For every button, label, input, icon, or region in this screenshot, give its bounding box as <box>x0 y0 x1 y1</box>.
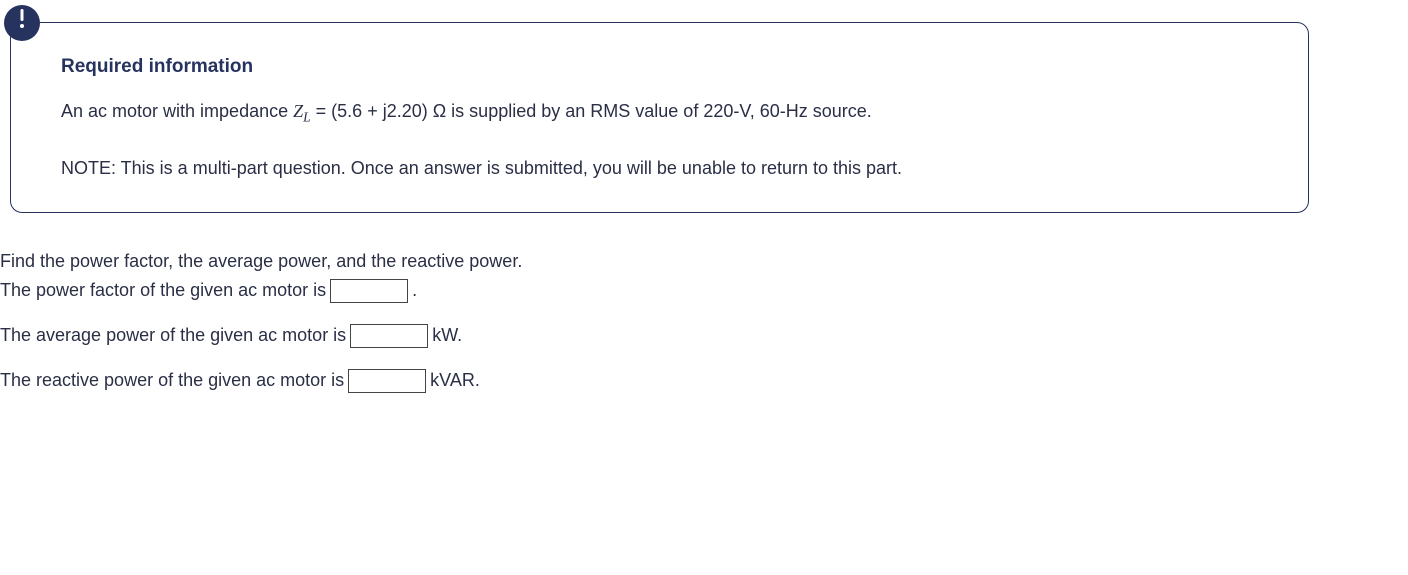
spacer <box>0 304 522 322</box>
pf-label-pre: The power factor of the given ac motor i… <box>0 277 326 304</box>
info-title: Required information <box>61 53 1263 82</box>
avg-power-unit: kW. <box>432 322 462 349</box>
power-factor-line: The power factor of the given ac motor i… <box>0 277 522 304</box>
reactive-power-line: The reactive power of the given ac motor… <box>0 367 522 394</box>
info-body: An ac motor with impedance ZL = (5.6 + j… <box>61 98 1263 128</box>
info-body-pre: An ac motor with impedance <box>61 101 293 121</box>
avg-power-line: The average power of the given ac motor … <box>0 322 522 349</box>
required-info-box: Required information An ac motor with im… <box>10 22 1309 213</box>
info-body-post: = (5.6 + j2.20) Ω is supplied by an RMS … <box>311 101 872 121</box>
reactive-power-label-pre: The reactive power of the given ac motor… <box>0 367 344 394</box>
question-instruction: Find the power factor, the average power… <box>0 248 522 275</box>
question-block: Find the power factor, the average power… <box>0 248 522 394</box>
pf-label-post: . <box>412 277 417 304</box>
impedance-symbol: Z <box>293 101 303 121</box>
exclamation-icon <box>19 9 25 37</box>
impedance-subscript: L <box>303 109 311 124</box>
reactive-power-input[interactable] <box>348 369 426 393</box>
alert-badge <box>4 5 40 41</box>
question-page: Required information An ac motor with im… <box>0 0 1408 575</box>
avg-power-label-pre: The average power of the given ac motor … <box>0 322 346 349</box>
spacer <box>0 349 522 367</box>
reactive-power-unit: kVAR. <box>430 367 480 394</box>
avg-power-input[interactable] <box>350 324 428 348</box>
power-factor-input[interactable] <box>330 279 408 303</box>
info-note: NOTE: This is a multi-part question. Onc… <box>61 155 1263 182</box>
